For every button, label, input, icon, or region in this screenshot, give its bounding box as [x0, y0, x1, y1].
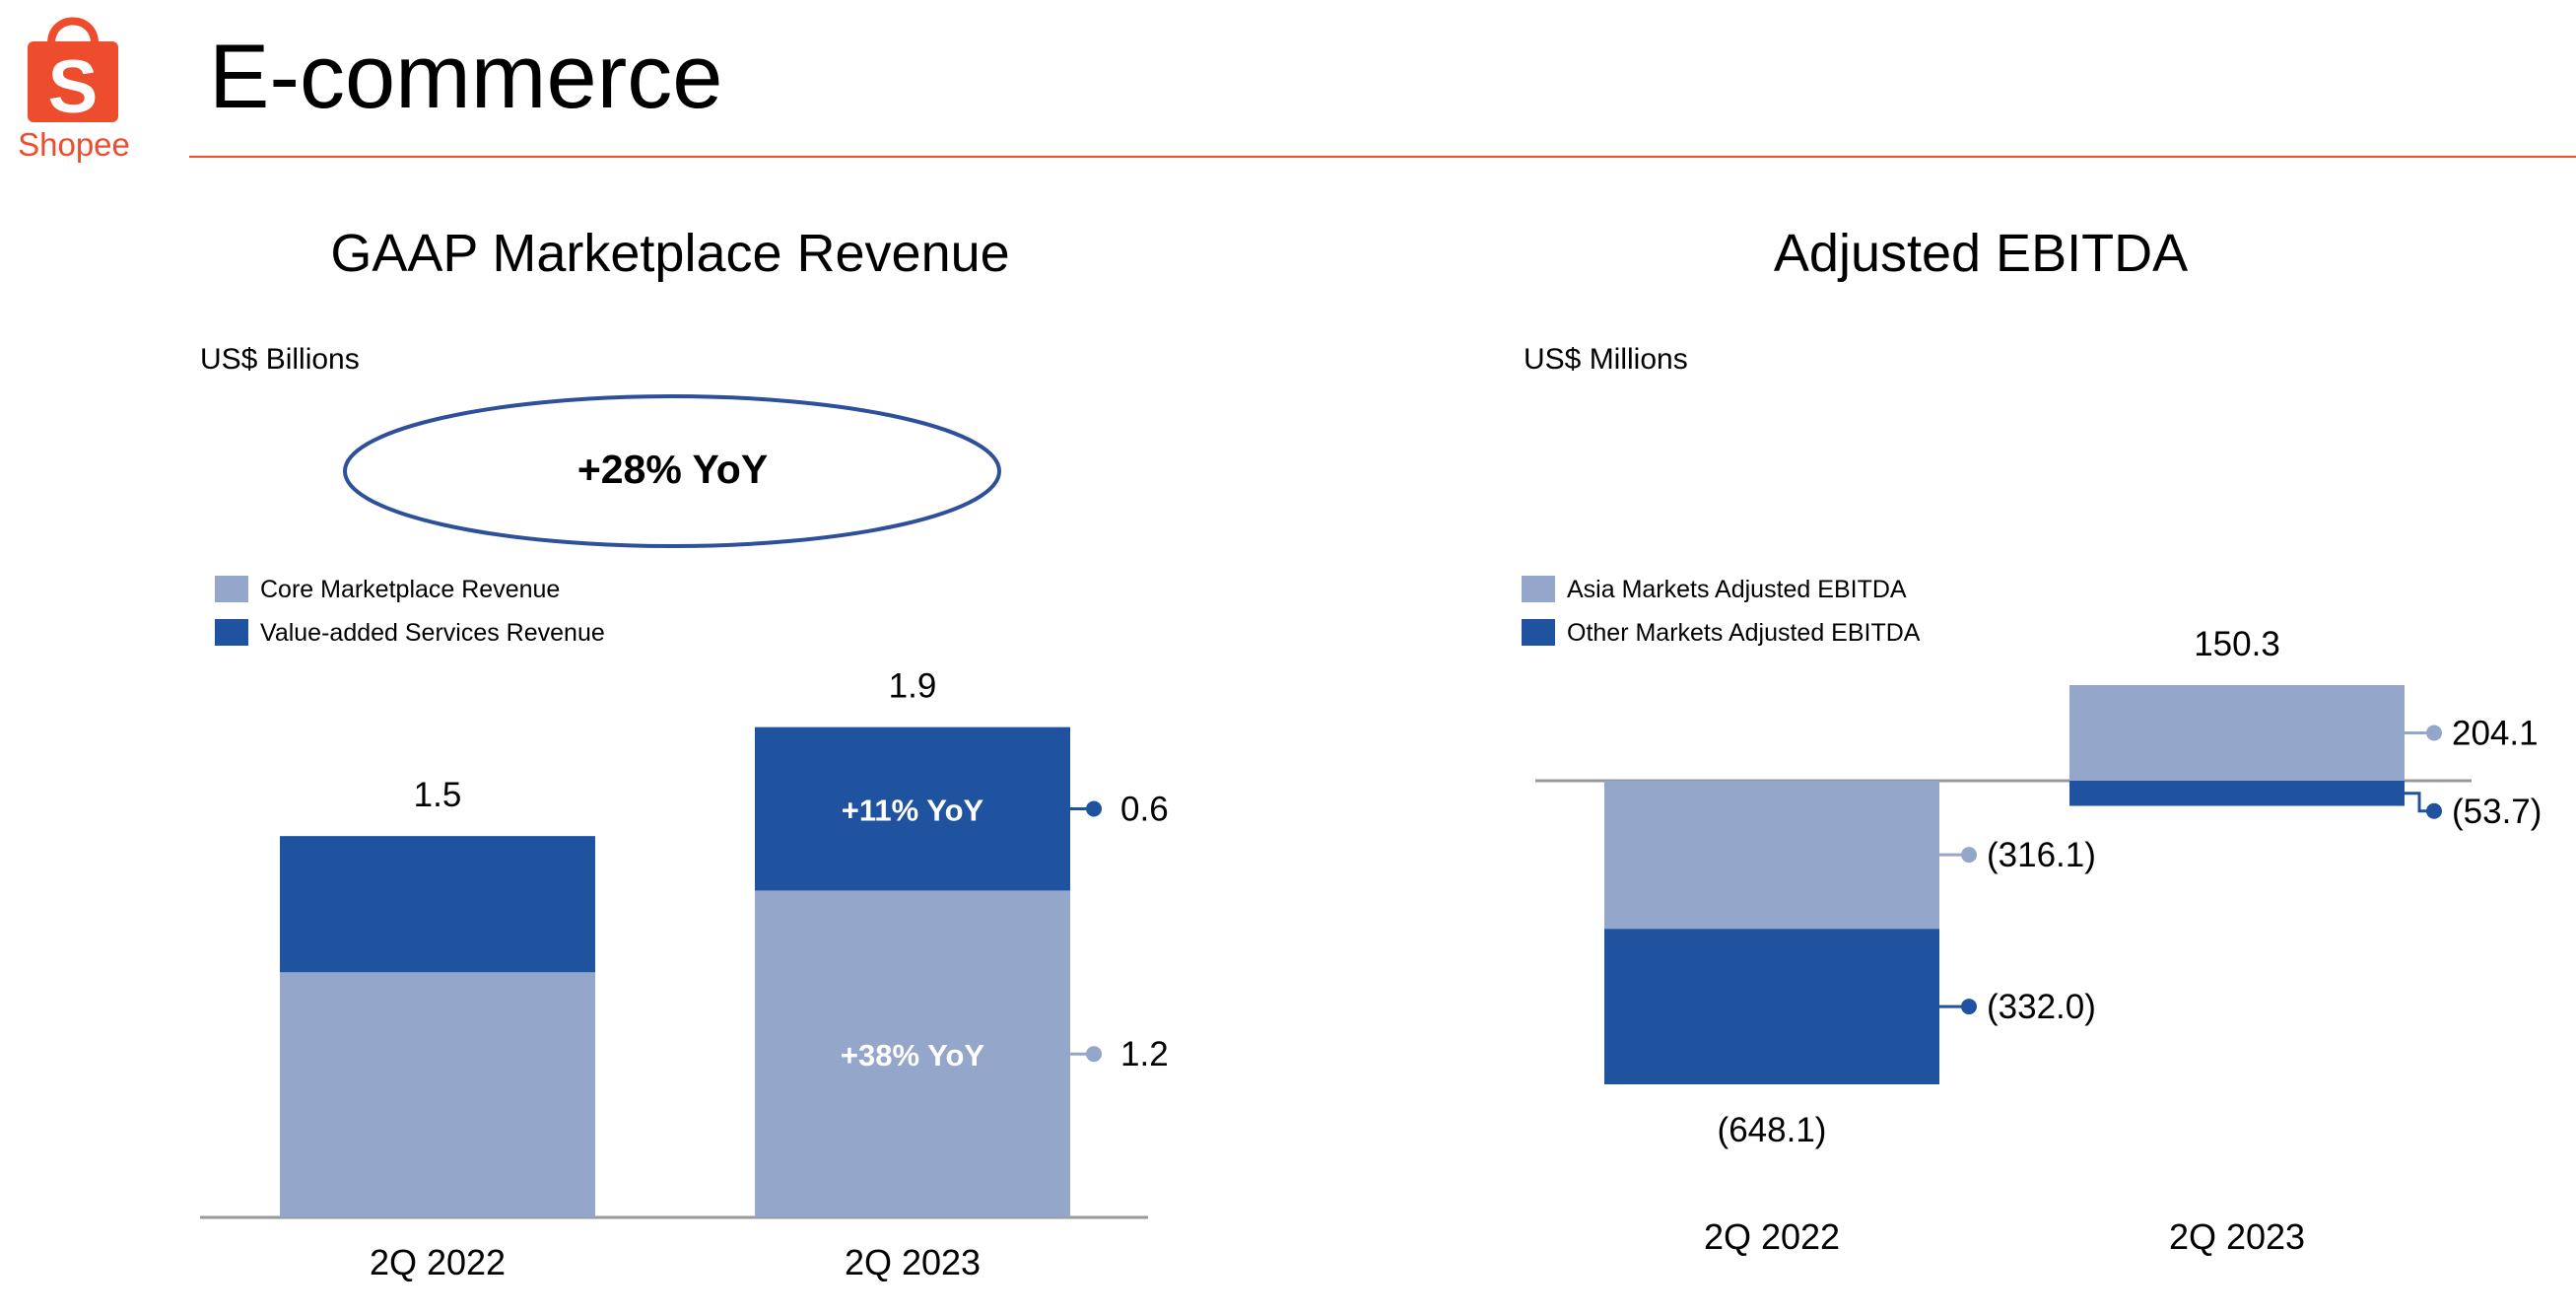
yoy-ellipse	[343, 394, 1001, 548]
revenue-value-label: 1.2	[1120, 1035, 1169, 1073]
legend-label-other: Other Markets Adjusted EBITDA	[1567, 619, 1921, 647]
ebitda-callout-dot	[2426, 802, 2442, 819]
legend-swatch-asia	[1522, 576, 1555, 602]
revenue-segment-yoy-label: +11% YoY	[842, 794, 984, 828]
ebitda-category-label: 2Q 2022	[1704, 1216, 1840, 1257]
revenue-total-label: 1.5	[414, 776, 462, 814]
revenue-category-label: 2Q 2022	[370, 1242, 506, 1282]
revenue-chart: 1.5 2Q 2022 +38% YoY 1.2 +11% YoY 0.6 1.9 2Q 20…	[200, 667, 1169, 1282]
svg-text:S: S	[48, 45, 99, 129]
revenue-bar-vas-0	[280, 836, 595, 973]
ebitda-value-label: (53.7)	[2452, 793, 2542, 831]
ebitda-chart-title: Adjusted EBITDA	[1773, 224, 2189, 283]
revenue-bar-vas-1	[755, 727, 1070, 891]
ebitda-value-label: (316.1)	[1987, 836, 2096, 874]
revenue-bar-core-0	[280, 972, 595, 1217]
legend-swatch-vas	[215, 619, 248, 646]
ebitda-bar-asia-1	[2069, 685, 2405, 781]
revenue-bar-core-1	[755, 890, 1070, 1217]
ebitda-bar-other-1	[2069, 781, 2405, 806]
ebitda-bar-asia-0	[1604, 781, 1939, 930]
revenue-headline-yoy: +28% YoY	[576, 447, 769, 492]
ebitda-total-label: (648.1)	[1718, 1111, 1827, 1149]
ebitda-callout-dot	[1961, 847, 1977, 864]
revenue-callout-dot	[1086, 1046, 1102, 1063]
ebitda-category-label: 2Q 2023	[2169, 1216, 2305, 1257]
legend-label-core: Core Marketplace Revenue	[260, 576, 561, 603]
revenue-category-label: 2Q 2023	[845, 1242, 981, 1282]
revenue-value-label: 0.6	[1120, 791, 1169, 829]
legend-label-vas: Value-added Services Revenue	[260, 619, 605, 647]
legend-label-asia: Asia Markets Adjusted EBITDA	[1567, 576, 1907, 603]
ebitda-chart: (316.1) (332.0) (648.1) 2Q 2022 204.1 (53.7) 1…	[1535, 625, 2542, 1257]
ebitda-callout-dot	[1961, 999, 1977, 1015]
ebitda-total-label: 150.3	[2194, 625, 2280, 663]
logo-text: Shopee	[18, 126, 130, 163]
revenue-callout-dot	[1086, 800, 1102, 817]
page-title: E-commerce	[209, 27, 723, 127]
ebitda-callout-dot	[2426, 725, 2442, 741]
shopee-logo-icon: S	[28, 17, 118, 129]
revenue-chart-title: GAAP Marketplace Revenue	[330, 224, 1010, 283]
revenue-units-label: US$ Billions	[200, 343, 360, 376]
title-divider	[189, 156, 2576, 158]
revenue-total-label: 1.9	[889, 667, 937, 706]
ebitda-units-label: US$ Millions	[1524, 343, 1688, 376]
revenue-segment-yoy-label: +38% YoY	[841, 1038, 985, 1073]
legend-swatch-core	[215, 576, 248, 602]
ebitda-value-label: 204.1	[2452, 715, 2539, 753]
legend-swatch-other	[1522, 619, 1555, 646]
ebitda-bar-other-0	[1604, 929, 1939, 1084]
ebitda-value-label: (332.0)	[1987, 988, 2096, 1026]
